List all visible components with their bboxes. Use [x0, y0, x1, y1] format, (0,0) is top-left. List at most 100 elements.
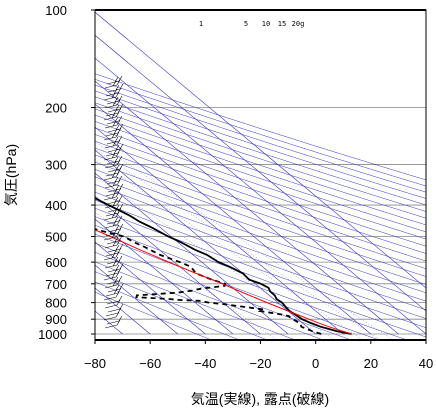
wind-barb [104, 299, 121, 309]
wind-barb [107, 243, 124, 253]
wind-barb [104, 159, 121, 169]
wind-barb [105, 307, 122, 317]
wind-barb [105, 107, 122, 117]
dry-adiabat-line [95, 140, 426, 254]
mixing-ratio-line [95, 211, 278, 340]
wind-barb [107, 163, 124, 173]
dry-adiabat-line [95, 191, 426, 311]
y-tick-label: 700 [45, 277, 67, 292]
dry-adiabat-line [95, 102, 426, 212]
x-tick-label: 20 [364, 356, 378, 371]
wind-barb [106, 275, 123, 285]
wind-barb [106, 315, 123, 325]
wind-barb [103, 131, 120, 141]
x-tick-label: 0 [312, 356, 319, 371]
wind-barb [105, 207, 122, 217]
wind-barb [103, 171, 120, 181]
wind-barb [105, 147, 122, 157]
isotherm-line [95, 103, 372, 335]
dry-adiabat-line [95, 90, 426, 199]
wind-barb [107, 143, 124, 153]
dry-adiabat-line [95, 154, 426, 270]
y-tick-label: 400 [45, 198, 67, 213]
wind-barb [105, 167, 122, 177]
grid-layer [95, 10, 426, 340]
wind-barb [107, 103, 124, 113]
wind-barb [107, 123, 124, 133]
dry-adiabat-line [95, 261, 297, 340]
x-tick-label: −80 [84, 356, 106, 371]
dry-adiabat-line [95, 96, 426, 206]
isotherm-line [95, 126, 344, 335]
isotherm-line [95, 195, 261, 335]
dry-adiabat-line [95, 127, 426, 240]
dry-adiabat-line [95, 114, 426, 226]
dry-adiabat-line [95, 199, 426, 319]
dry-adiabat-line [95, 176, 426, 294]
isotherm-line [95, 11, 426, 289]
wind-barb [106, 75, 123, 85]
wind-barb [106, 115, 123, 125]
y-tick-label: 800 [45, 296, 67, 311]
dry-adiabat-line [95, 224, 408, 340]
wind-barb [107, 203, 124, 213]
wind-barb [104, 199, 121, 209]
y-tick-label: 100 [45, 3, 67, 18]
plot-frame [94, 9, 427, 341]
dry-adiabat-line [95, 207, 426, 328]
wind-barb [106, 175, 123, 185]
dry-adiabat-line [95, 281, 241, 340]
wind-barb [105, 187, 122, 197]
wind-barb [104, 79, 121, 89]
wind-barb [106, 135, 123, 145]
x-tick-label: −60 [139, 356, 161, 371]
dry-adiabat-line [95, 169, 426, 285]
wind-barb [105, 87, 122, 97]
dry-adiabat-line [95, 147, 426, 262]
wind-barbs [103, 75, 124, 329]
wind-barb [103, 151, 120, 161]
wind-barb [105, 267, 122, 277]
wind-barb [107, 183, 124, 193]
mixing-ratio-label: 5 [244, 20, 248, 28]
dry-adiabat-line [95, 184, 426, 302]
y-tick-label: 900 [45, 312, 67, 327]
wind-barb [104, 239, 121, 249]
mixing-ratio-label: 10 [262, 20, 270, 28]
parcel-line [95, 229, 352, 335]
isotherm-line [95, 264, 178, 335]
wind-barb [103, 231, 120, 241]
wind-barb [105, 127, 122, 137]
wind-barb [106, 235, 123, 245]
wind-barb [104, 119, 121, 129]
wind-barb [105, 247, 122, 257]
data-layer [95, 197, 352, 335]
wind-barb [107, 83, 124, 93]
dry-adiabat-line [95, 242, 352, 340]
mixing-ratio-label: 1 [199, 20, 203, 28]
wind-barb [107, 303, 124, 313]
x-tick-label: −40 [194, 356, 216, 371]
dry-adiabat-line [95, 121, 426, 233]
wind-barb [107, 283, 124, 293]
wind-barb [106, 95, 123, 105]
mixing-ratio-labels: 1 5 10 15 20g [199, 20, 304, 28]
y-tick-label: 600 [45, 255, 67, 270]
wind-barb [104, 319, 121, 329]
wind-barb [103, 291, 120, 301]
wind-barb [106, 195, 123, 205]
dry-adiabat-line [95, 134, 426, 247]
isotherm-line [95, 34, 426, 312]
isotherm-line [95, 218, 234, 335]
dry-adiabat-line [95, 73, 426, 181]
wind-barb [104, 219, 121, 229]
y-tick-label: 300 [45, 158, 67, 173]
dry-adiabat-line [95, 84, 426, 193]
dry-adiabat-line [95, 233, 380, 340]
isotherm-line [95, 287, 151, 335]
wind-barb [104, 99, 121, 109]
dry-adiabat-line [95, 216, 426, 338]
dry-adiabat-line [95, 108, 426, 219]
